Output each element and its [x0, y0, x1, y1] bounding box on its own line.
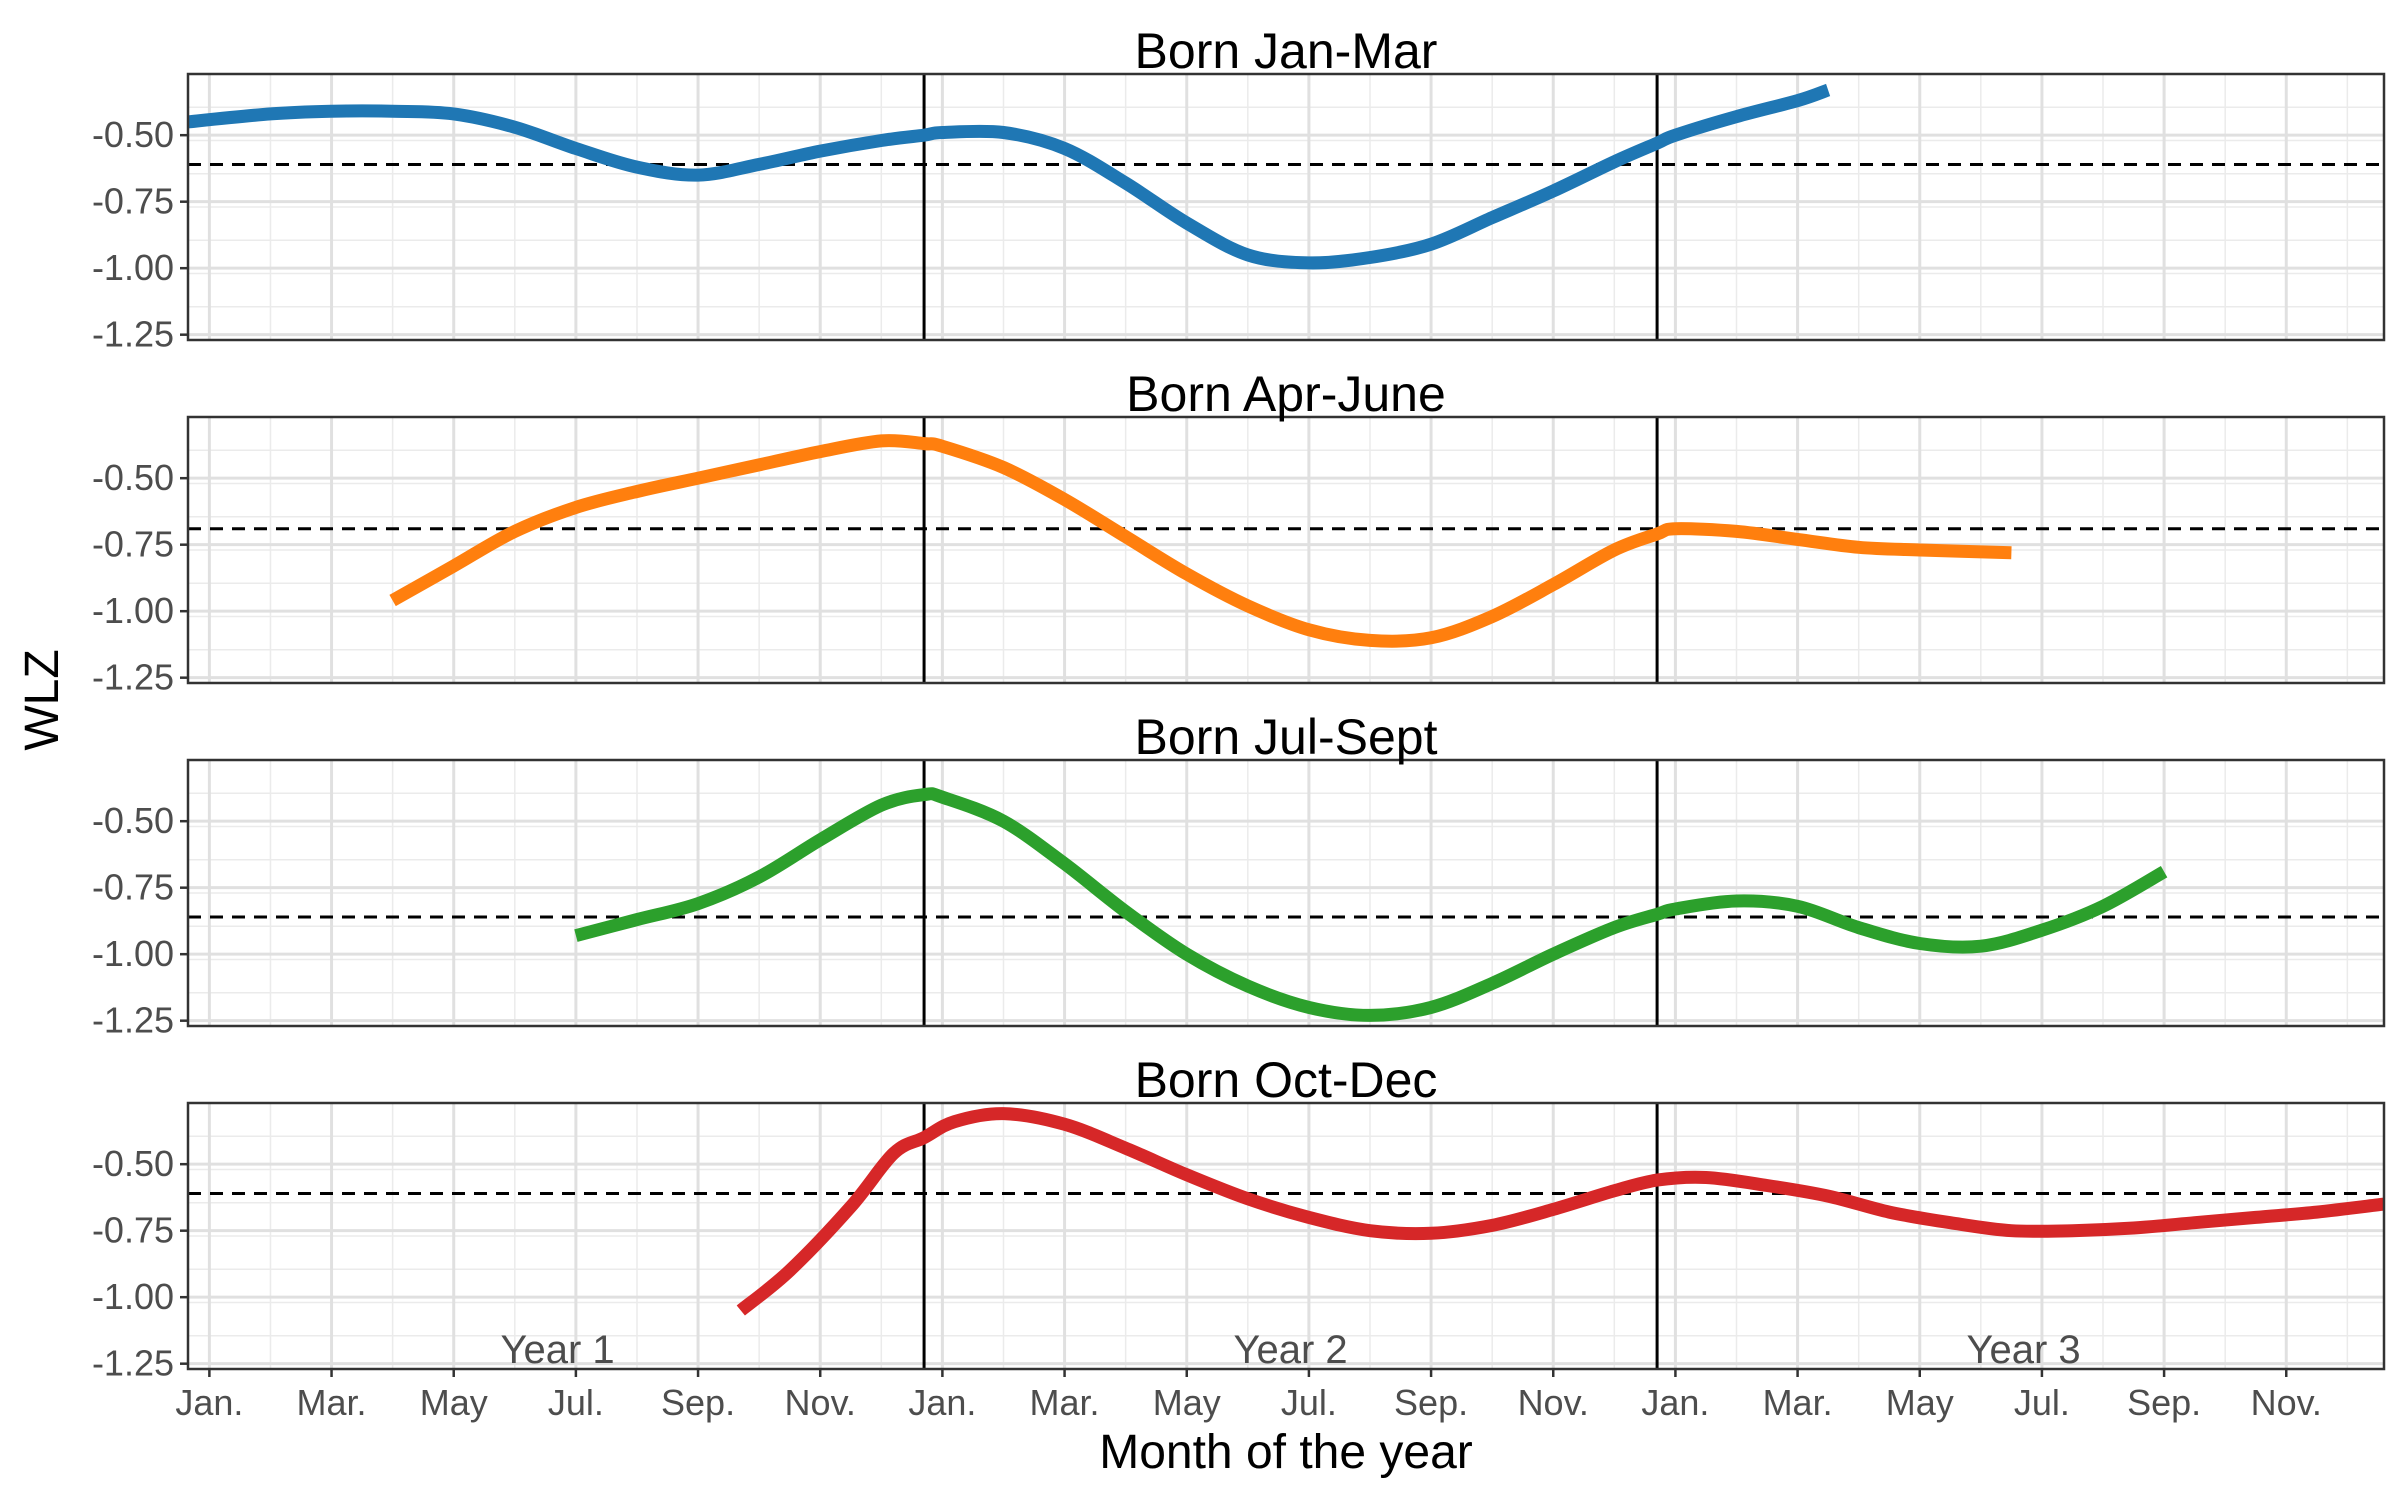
grid	[188, 417, 2384, 683]
x-tick-label: Sep.	[1394, 1382, 1468, 1423]
y-tick-label: -0.50	[92, 1143, 174, 1184]
x-tick-label: Jul.	[1281, 1382, 1337, 1423]
y-tick-label: -0.50	[92, 800, 174, 841]
panel-border	[186, 72, 2386, 342]
x-tick-label: Jan.	[1641, 1382, 1709, 1423]
year-label: Year 1	[500, 1328, 614, 1372]
y-tick-label: -1.00	[92, 933, 174, 974]
panel-2: -1.25 -1.00 -0.75 -0.50 Born Apr-June	[92, 366, 2386, 698]
y-tick-label: -0.75	[92, 1210, 174, 1251]
x-tick-label: May	[420, 1382, 488, 1423]
x-axis: Year 1 Year 2 Year 3 Jan. Mar. May Jul. Sep. Nov…	[175, 1328, 2322, 1423]
y-tick-label: -1.00	[92, 247, 174, 288]
x-tick-label: Sep.	[661, 1382, 735, 1423]
panel-border	[186, 415, 2386, 685]
x-tick-label: Mar.	[1030, 1382, 1100, 1423]
y-axis-title: WLZ	[16, 649, 69, 750]
x-axis-title: Month of the year	[1099, 1426, 1473, 1479]
y-tick-label: -0.50	[92, 457, 174, 498]
panel-title: Born Jul-Sept	[1135, 709, 1438, 765]
y-tick-label: -1.00	[92, 590, 174, 631]
series-line	[188, 83, 1831, 270]
panel-title: Born Jan-Mar	[1135, 23, 1438, 79]
y-tick-label: -1.25	[92, 657, 174, 698]
panel-title: Born Apr-June	[1126, 366, 1446, 422]
series-line	[736, 1107, 2384, 1316]
x-tick-label: May	[1153, 1382, 1221, 1423]
y-tick-label: -1.00	[92, 1276, 174, 1317]
grid	[188, 760, 2384, 1026]
x-tick-label: Jan.	[175, 1382, 243, 1423]
x-tick-label: Jan.	[908, 1382, 976, 1423]
panel-1: -1.25 -1.00 -0.75 -0.50 Born Jan-Mar	[92, 23, 2386, 355]
y-tick-label: -0.50	[92, 114, 174, 155]
y-tick-label: -1.25	[92, 1343, 174, 1384]
x-tick-label: Nov.	[1518, 1382, 1589, 1423]
panel-border	[186, 758, 2386, 1028]
year-label: Year 2	[1233, 1328, 1347, 1372]
x-tick-label: Mar.	[1763, 1382, 1833, 1423]
x-tick-label: Sep.	[2127, 1382, 2201, 1423]
series-line	[389, 434, 2012, 648]
panel-3: -1.25 -1.00 -0.75 -0.50 Born Jul-Sept	[92, 709, 2386, 1041]
grid	[188, 1103, 2384, 1369]
y-tick-label: -1.25	[92, 1000, 174, 1041]
x-tick-label: Jul.	[2014, 1382, 2070, 1423]
x-tick-label: May	[1886, 1382, 1954, 1423]
x-tick-label: Jul.	[548, 1382, 604, 1423]
panel-4: -1.25 -1.00 -0.75 -0.50 Born Oct-Dec	[92, 1052, 2386, 1384]
x-tick-label: Nov.	[2251, 1382, 2322, 1423]
y-tick-label: -0.75	[92, 524, 174, 565]
series-line	[574, 787, 2168, 1022]
year-label: Year 3	[1967, 1328, 2081, 1372]
panel-border	[186, 1101, 2386, 1371]
y-tick-label: -0.75	[92, 867, 174, 908]
y-tick-label: -1.25	[92, 314, 174, 355]
x-tick-label: Mar.	[297, 1382, 367, 1423]
x-tick-label: Nov.	[785, 1382, 856, 1423]
y-tick-label: -0.75	[92, 181, 174, 222]
panel-title: Born Oct-Dec	[1135, 1052, 1438, 1108]
